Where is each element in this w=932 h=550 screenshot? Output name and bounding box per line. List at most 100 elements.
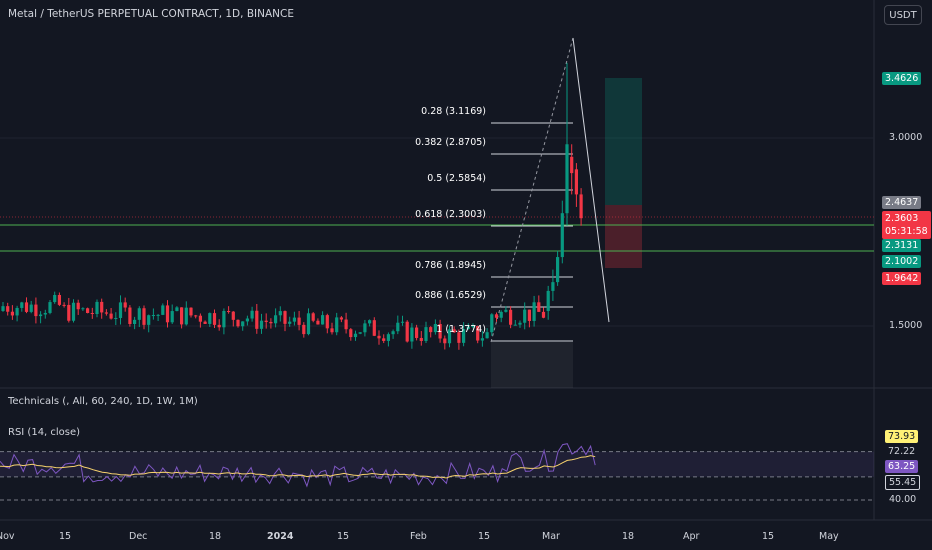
candle-body (353, 333, 358, 338)
fib-label-1: 1 (1.3774) (436, 324, 486, 335)
price-tick-3: 3.0000 (889, 132, 923, 143)
candle-body (377, 335, 381, 339)
rsi-tick-40: 40.00 (889, 494, 917, 505)
candle-body (429, 327, 433, 333)
price-tag-current: 2.3603 05:31:58 (882, 211, 931, 239)
candle-body (217, 324, 221, 328)
candle-body (565, 144, 569, 214)
candle-body (306, 313, 311, 335)
time-label: Nov (0, 531, 15, 542)
candle-body (485, 332, 489, 339)
candle-body (509, 309, 513, 325)
candle-body (208, 313, 212, 324)
candle-body (95, 301, 99, 315)
candle-body (67, 304, 71, 321)
fib-label-0.618: 0.618 (2.3003) (415, 209, 486, 220)
candle-body (386, 334, 390, 341)
candle-body (358, 332, 362, 334)
projection-line (572, 37, 610, 323)
candle-body (250, 310, 254, 319)
candle-body (302, 324, 306, 335)
candle-body (570, 156, 574, 174)
candle-body (400, 321, 405, 323)
long-position-loss-zone (605, 205, 642, 268)
candle-body (523, 309, 527, 323)
candle-body (24, 302, 29, 312)
fib-trend-line (490, 37, 574, 343)
candle-body (433, 323, 437, 333)
candle-body (462, 329, 466, 343)
price-tick-1.5: 1.5000 (889, 320, 923, 331)
rsi-tag-ma: 72.22 (888, 446, 916, 457)
candle-body (297, 317, 301, 325)
fib-range-shade (491, 342, 573, 388)
candle-body (189, 307, 193, 316)
candle-body (109, 313, 113, 319)
time-label: 18 (209, 531, 222, 542)
candle-body (452, 329, 456, 333)
candle-body (560, 213, 564, 258)
candle-body (499, 311, 503, 318)
candle-body (10, 311, 14, 316)
candle-body (90, 312, 94, 315)
candle-body (184, 307, 188, 325)
candle-body (156, 314, 160, 316)
candle-body (292, 317, 296, 322)
candle-body (29, 304, 33, 312)
candle-body (494, 314, 499, 318)
candle-body (579, 194, 583, 219)
candle-body (180, 307, 184, 325)
candle-body (175, 307, 179, 312)
candle-body (86, 308, 90, 313)
candle-body (278, 311, 282, 316)
candle-body (419, 337, 423, 341)
time-label: Mar (542, 531, 560, 542)
candle-body (212, 313, 217, 325)
rsi-indicator-label[interactable]: RSI (14, close) (8, 427, 81, 438)
candle-body (518, 322, 522, 325)
candle-body (227, 310, 231, 312)
fib-label-0.382: 0.382 (2.8705) (415, 137, 486, 148)
candle-body (344, 319, 348, 330)
candle-body (100, 301, 104, 313)
candle-body (39, 314, 43, 317)
candle-body (447, 329, 452, 344)
rsi-tag-lower: 55.45 (885, 475, 921, 490)
fib-label-0.28: 0.28 (3.1169) (421, 106, 486, 117)
fib-label-0.5: 0.5 (2.5854) (427, 173, 486, 184)
candle-body (339, 317, 343, 320)
time-label: 15 (478, 531, 491, 542)
currency-button[interactable]: USDT (884, 5, 922, 25)
candle-body (165, 305, 170, 323)
candle-body (203, 321, 207, 324)
candle-body (574, 169, 578, 195)
candle-body (504, 309, 508, 312)
candle-body (198, 315, 202, 322)
rsi-line (0, 443, 596, 488)
technicals-indicator-label[interactable]: Technicals (, All, 60, 240, 1D, 1W, 1M) (8, 396, 198, 407)
time-label: 15 (762, 531, 775, 542)
candle-body (241, 321, 245, 327)
candle-body (142, 308, 146, 325)
price-tag-take-profit: 3.4626 (882, 72, 922, 85)
candle-body (391, 331, 395, 335)
candle-body (283, 311, 287, 324)
candle-body (170, 311, 174, 323)
candle-body (288, 321, 292, 324)
candle-body (382, 338, 386, 341)
symbol-title[interactable]: Metal / TetherUS PERPETUAL CONTRACT, 1D,… (8, 8, 294, 20)
price-tag-entry: 2.4637 (882, 196, 922, 209)
candle-body (325, 315, 329, 329)
candle-body (114, 317, 118, 319)
candle-body (396, 322, 400, 332)
candle-body (405, 321, 409, 342)
candle-body (471, 326, 475, 328)
candle-body (269, 321, 273, 324)
candle-body (128, 307, 132, 325)
candle-body (236, 319, 240, 327)
time-label: 15 (59, 531, 72, 542)
candle-body (335, 317, 339, 333)
candle-body (321, 315, 325, 325)
time-label: 15 (337, 531, 350, 542)
